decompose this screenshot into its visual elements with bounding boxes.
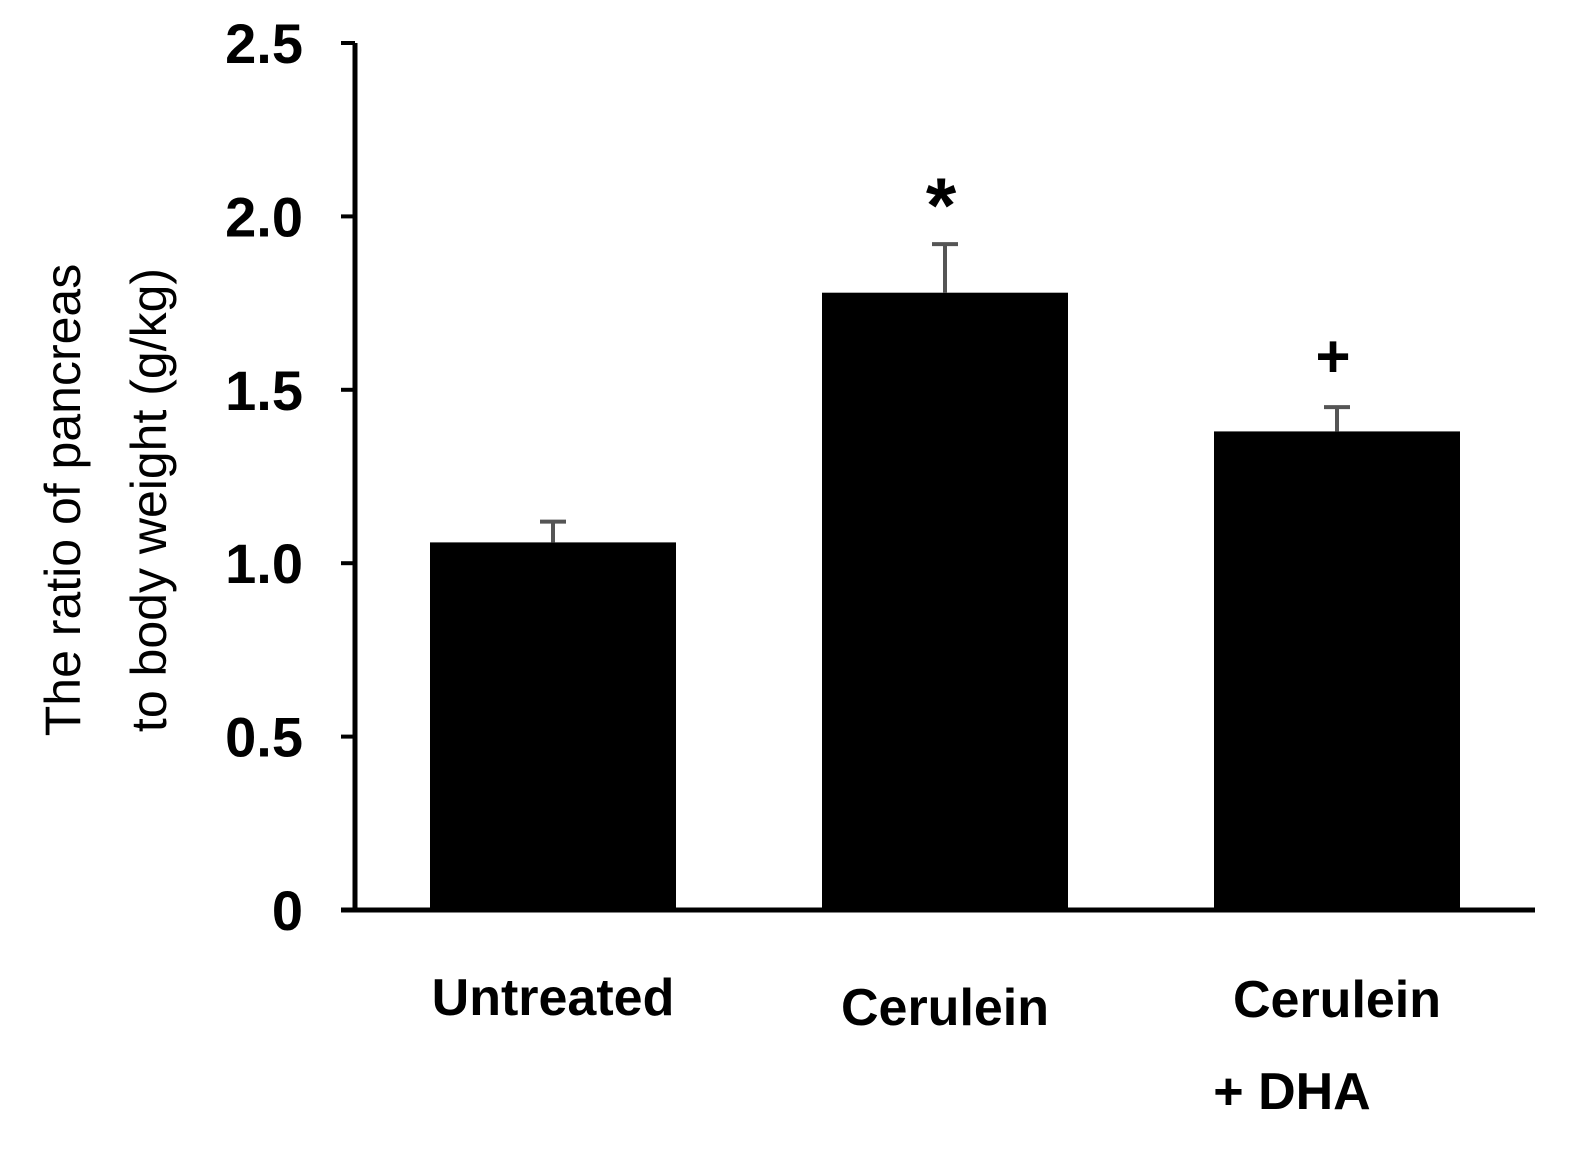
significance-asterisk: *	[926, 161, 957, 249]
axes	[341, 43, 1535, 913]
bar	[1214, 431, 1460, 910]
x-axis-labels: Untreated Cerulein Cerulein + DHA	[432, 969, 1441, 1121]
x-category-label: Cerulein + DHA	[1213, 971, 1441, 1121]
x-category-label: Cerulein	[841, 979, 1049, 1037]
x-category-label-line: Cerulein	[1233, 971, 1441, 1029]
error-bars	[540, 242, 1350, 543]
y-tick-label: 2.0	[225, 185, 303, 248]
y-axis-ticks: 0 0.5 1.0 1.5 2.0 2.5	[225, 12, 355, 942]
significance-annotations: *+	[926, 161, 1351, 390]
significance-plus: +	[1315, 323, 1350, 390]
x-category-label-line: Untreated	[432, 969, 675, 1027]
y-tick-label: 0	[272, 879, 303, 942]
y-tick-label: 2.5	[225, 12, 303, 75]
bar	[430, 542, 676, 910]
y-axis-title-line: The ratio of pancreas	[35, 264, 91, 737]
x-category-label-line: Cerulein	[841, 979, 1049, 1037]
y-axis-title-line: to body weight (g/kg)	[121, 268, 177, 732]
y-tick-label: 1.5	[225, 359, 303, 422]
bar	[822, 292, 1068, 910]
y-tick-label: 0.5	[225, 706, 303, 769]
bars	[430, 292, 1460, 910]
y-axis-label: The ratio of pancreas to body weight (g/k…	[35, 264, 177, 737]
x-category-label-line: + DHA	[1213, 1063, 1370, 1121]
x-category-label: Untreated	[432, 969, 675, 1027]
y-axis-title: The ratio of pancreas to body weight (g/k…	[35, 264, 177, 737]
y-tick-label: 1.0	[225, 532, 303, 595]
